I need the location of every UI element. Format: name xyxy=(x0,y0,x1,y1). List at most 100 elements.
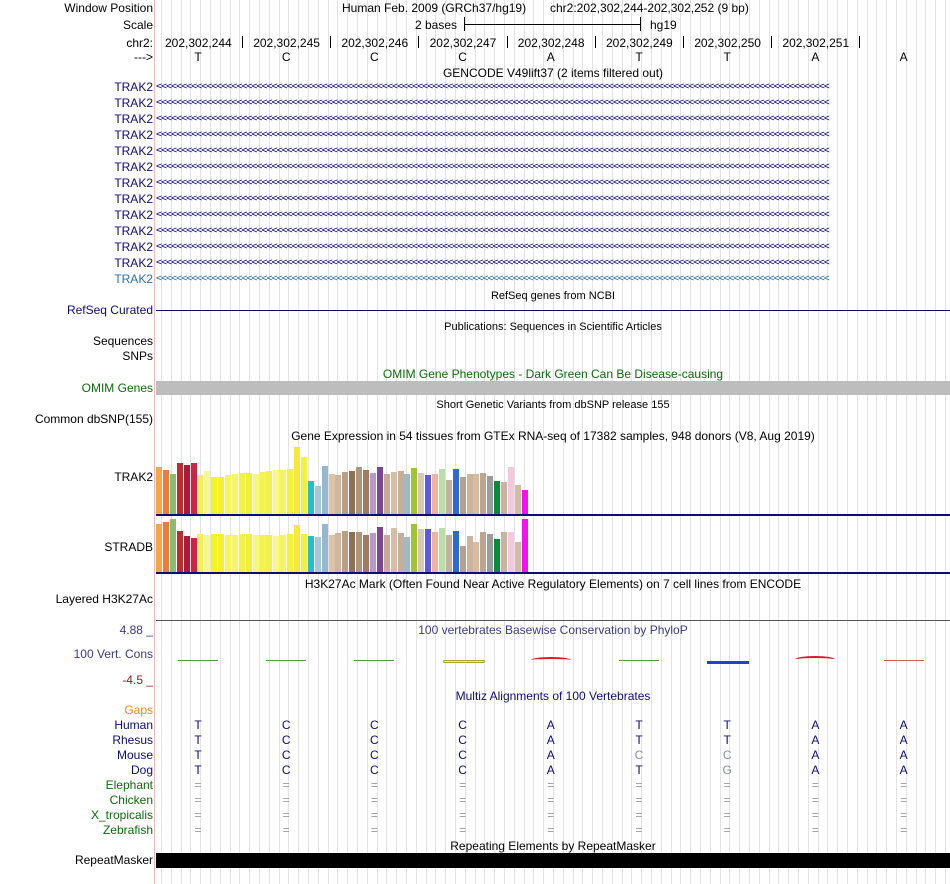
gencode-transcript-4[interactable]: <<<<<<<<<<<<<<<<<<<<<<<<<<<<<<<<<<<<<<<<… xyxy=(156,145,830,156)
gtex-bar[interactable] xyxy=(418,473,425,514)
phylop-score-bar[interactable] xyxy=(795,656,836,663)
omim-track-title[interactable]: OMIM Gene Phenotypes - Dark Green Can Be… xyxy=(382,367,724,381)
gtex-bar[interactable] xyxy=(466,474,473,514)
gtex-bar[interactable] xyxy=(487,476,494,514)
gtex-bar[interactable] xyxy=(514,542,521,572)
phylop-score-bar[interactable] xyxy=(442,660,485,663)
gtex-bar[interactable] xyxy=(487,534,494,572)
gtex-bar[interactable] xyxy=(425,529,432,572)
gtex-bar[interactable] xyxy=(521,519,528,572)
multiz-track-title[interactable]: Multiz Alignments of 100 Vertebrates xyxy=(455,689,651,703)
gtex-bar[interactable] xyxy=(238,534,245,572)
gencode-transcript-label-6[interactable]: TRAK2 xyxy=(114,176,153,190)
gencode-transcript-11[interactable]: <<<<<<<<<<<<<<<<<<<<<<<<<<<<<<<<<<<<<<<<… xyxy=(156,257,830,268)
gencode-transcript-label-12[interactable]: TRAK2 xyxy=(114,272,153,286)
gtex-bar[interactable] xyxy=(259,535,266,572)
h3k27ac-track-title[interactable]: H3K27Ac Mark (Often Found Near Active Re… xyxy=(304,577,802,591)
gtex-bar[interactable] xyxy=(156,524,162,572)
dbsnp-track-title[interactable]: Short Genetic Variants from dbSNP releas… xyxy=(436,399,670,411)
gencode-track-title[interactable]: GENCODE V49lift37 (2 items filtered out) xyxy=(442,66,664,80)
gencode-transcript-label-5[interactable]: TRAK2 xyxy=(114,160,153,174)
gtex-bar[interactable] xyxy=(321,524,328,572)
gtex-bar[interactable] xyxy=(494,481,501,514)
gtex-bar[interactable] xyxy=(169,474,176,514)
gtex-bar[interactable] xyxy=(252,535,259,572)
gtex-bar[interactable] xyxy=(273,536,280,572)
gencode-transcript-6[interactable]: <<<<<<<<<<<<<<<<<<<<<<<<<<<<<<<<<<<<<<<<… xyxy=(156,177,830,188)
gtex-bar[interactable] xyxy=(342,472,349,514)
multiz-species-x_tropicalis[interactable]: X_tropicalis xyxy=(90,808,153,822)
multiz-species-chicken[interactable]: Chicken xyxy=(109,793,153,807)
gencode-transcript-label-9[interactable]: TRAK2 xyxy=(114,224,153,238)
gtex-bar[interactable] xyxy=(432,474,438,514)
gencode-transcript-label-11[interactable]: TRAK2 xyxy=(114,256,153,270)
gencode-transcript-label-7[interactable]: TRAK2 xyxy=(114,192,153,206)
gtex-bar[interactable] xyxy=(418,529,425,572)
gtex-bar[interactable] xyxy=(169,519,176,572)
gtex-bar[interactable] xyxy=(432,532,438,572)
gtex-bar[interactable] xyxy=(473,474,480,514)
gtex-bar[interactable] xyxy=(245,534,252,572)
gtex-bar[interactable] xyxy=(383,535,390,572)
gtex-bar[interactable] xyxy=(342,531,349,572)
gtex-bar[interactable] xyxy=(438,528,445,572)
gtex-bar[interactable] xyxy=(266,471,273,514)
gtex-bar[interactable] xyxy=(231,474,238,514)
gencode-transcript-10[interactable]: <<<<<<<<<<<<<<<<<<<<<<<<<<<<<<<<<<<<<<<<… xyxy=(156,241,830,252)
gtex-bar[interactable] xyxy=(204,471,211,514)
multiz-species-zebrafish[interactable]: Zebrafish xyxy=(102,823,153,837)
gtex-bar[interactable] xyxy=(183,465,190,514)
gtex-bar[interactable] xyxy=(321,466,328,514)
gtex-bar[interactable] xyxy=(452,531,459,572)
gencode-transcript-label-0[interactable]: TRAK2 xyxy=(114,80,153,94)
gtex-bar[interactable] xyxy=(176,531,183,572)
snps-label[interactable]: SNPs xyxy=(122,349,153,363)
gtex-bar[interactable] xyxy=(349,532,356,572)
multiz-gaps-label[interactable]: Gaps xyxy=(124,703,153,717)
dbsnp-label[interactable]: Common dbSNP(155) xyxy=(34,412,153,426)
gencode-transcript-7[interactable]: <<<<<<<<<<<<<<<<<<<<<<<<<<<<<<<<<<<<<<<<… xyxy=(156,193,830,204)
multiz-species-rhesus[interactable]: Rhesus xyxy=(112,733,153,747)
gtex-bar[interactable] xyxy=(356,532,363,572)
gtex-bar[interactable] xyxy=(231,535,238,572)
gtex-bar[interactable] xyxy=(190,538,197,572)
phylop-score-bar[interactable] xyxy=(266,660,307,661)
gencode-transcript-9[interactable]: <<<<<<<<<<<<<<<<<<<<<<<<<<<<<<<<<<<<<<<<… xyxy=(156,225,830,236)
gtex-bar[interactable] xyxy=(494,539,501,572)
gtex-bar[interactable] xyxy=(480,473,487,514)
gtex-bar[interactable] xyxy=(294,447,300,514)
gtex-gene-label-1[interactable]: STRADB xyxy=(104,539,153,554)
multiz-species-dog[interactable]: Dog xyxy=(130,763,153,777)
gtex-bar[interactable] xyxy=(501,482,507,514)
gtex-bar[interactable] xyxy=(404,474,411,514)
gtex-bar[interactable] xyxy=(376,467,383,514)
gtex-bar[interactable] xyxy=(369,473,376,514)
gtex-bar[interactable] xyxy=(300,534,307,572)
gtex-bar[interactable] xyxy=(397,471,404,514)
sequences-label[interactable]: Sequences xyxy=(92,334,153,348)
gtex-bar[interactable] xyxy=(335,475,342,514)
gtex-bar[interactable] xyxy=(521,490,528,514)
repeatmasker-feature-bar[interactable] xyxy=(156,853,950,868)
gtex-bar[interactable] xyxy=(411,468,418,514)
gtex-bar[interactable] xyxy=(259,472,266,514)
gtex-bar[interactable] xyxy=(225,535,231,572)
gtex-bar[interactable] xyxy=(480,532,487,572)
gtex-bar[interactable] xyxy=(190,463,197,514)
gtex-bar[interactable] xyxy=(238,473,245,514)
phylop-score-bar[interactable] xyxy=(178,660,218,661)
gtex-bar[interactable] xyxy=(156,467,162,514)
gtex-bar[interactable] xyxy=(280,535,287,572)
phylop-score-bar[interactable] xyxy=(530,657,571,663)
gtex-bar[interactable] xyxy=(197,475,204,514)
gtex-bar[interactable] xyxy=(307,536,314,572)
gencode-transcript-label-4[interactable]: TRAK2 xyxy=(114,144,153,158)
omim-label[interactable]: OMIM Genes xyxy=(81,381,153,395)
gtex-bar[interactable] xyxy=(204,535,211,572)
gtex-bar[interactable] xyxy=(287,534,294,572)
gtex-bar[interactable] xyxy=(363,535,369,572)
phylop-score-bar[interactable] xyxy=(354,660,395,661)
gtex-track-title[interactable]: Gene Expression in 54 tissues from GTEx … xyxy=(291,429,815,443)
gtex-bar[interactable] xyxy=(404,537,411,572)
